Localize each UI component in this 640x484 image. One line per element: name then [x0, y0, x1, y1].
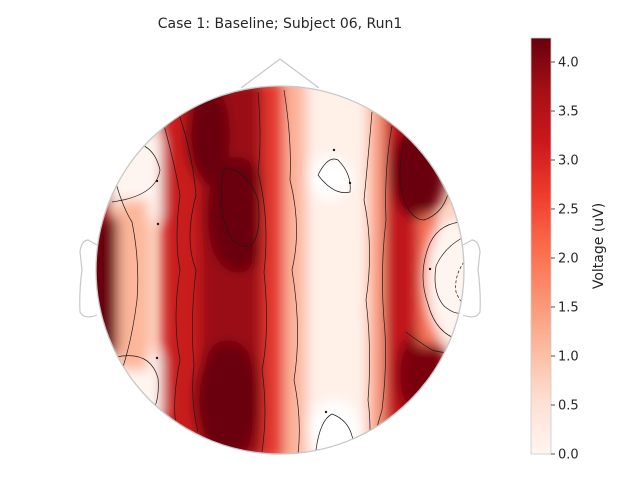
voltage-field	[96, 86, 464, 454]
electrode-markers	[155, 148, 432, 414]
nose-outline	[240, 58, 320, 89]
contour-line	[220, 167, 260, 247]
field-region	[284, 86, 308, 454]
right-ear-outline	[462, 239, 481, 318]
colorbar-tick-label: 0.0	[558, 448, 579, 463]
electrode-dot	[155, 179, 159, 183]
electrode-dot	[348, 181, 352, 185]
colorbar-tick-label: 1.0	[558, 350, 579, 365]
field-region	[194, 340, 262, 454]
colorbar-tick-label: 0.5	[558, 399, 579, 414]
field-region	[206, 157, 270, 273]
field-region	[186, 86, 230, 185]
contour-line	[257, 91, 267, 453]
colorbar-tick-label: 2.5	[558, 203, 579, 218]
electrode-dot	[156, 222, 160, 226]
colorbar-tick-label: 3.5	[558, 105, 579, 120]
field-region	[306, 86, 368, 454]
contour-line	[177, 111, 199, 433]
colorbar-tick-label: 3.0	[558, 154, 579, 169]
contour-line	[371, 125, 393, 447]
head-circle	[95, 85, 465, 455]
field-region	[368, 86, 386, 454]
electrode-dot	[332, 148, 336, 152]
contour-line	[283, 89, 300, 454]
contour-line	[317, 158, 351, 193]
figure-title: Case 1: Baseline; Subject 06, Run1	[158, 16, 403, 32]
electrode-dot	[324, 410, 328, 414]
topomap	[96, 86, 464, 454]
colorbar-tick-label: 1.5	[558, 301, 579, 316]
electrode-dot	[155, 356, 159, 360]
electrode-dot	[428, 267, 432, 271]
contour-line	[399, 139, 449, 221]
colorbar-ticks: 0.0 0.5 1.0 1.5 2.0 2.5 3.0 3.5 4.0	[551, 56, 579, 463]
contour-line	[163, 124, 181, 426]
head-outline	[79, 58, 481, 318]
contour-line	[434, 237, 464, 314]
contour-line	[422, 221, 461, 341]
colorbar-label: Voltage (uV)	[591, 203, 607, 289]
colorbar-gradient	[530, 37, 552, 455]
contour-line	[455, 261, 464, 305]
colorbar-tick-label: 2.0	[558, 252, 579, 267]
left-ear-outline	[79, 239, 98, 318]
field-region	[426, 218, 464, 342]
contour-line	[107, 149, 139, 371]
contour-line	[363, 111, 373, 454]
contour-lines	[107, 89, 464, 454]
field-region	[308, 156, 352, 200]
field-region	[390, 124, 446, 220]
colorbar: 0.0 0.5 1.0 1.5 2.0 2.5 3.0 3.5 4.0 Volt…	[530, 37, 607, 463]
field-region	[262, 86, 284, 454]
colorbar-tick-label: 4.0	[558, 56, 579, 71]
